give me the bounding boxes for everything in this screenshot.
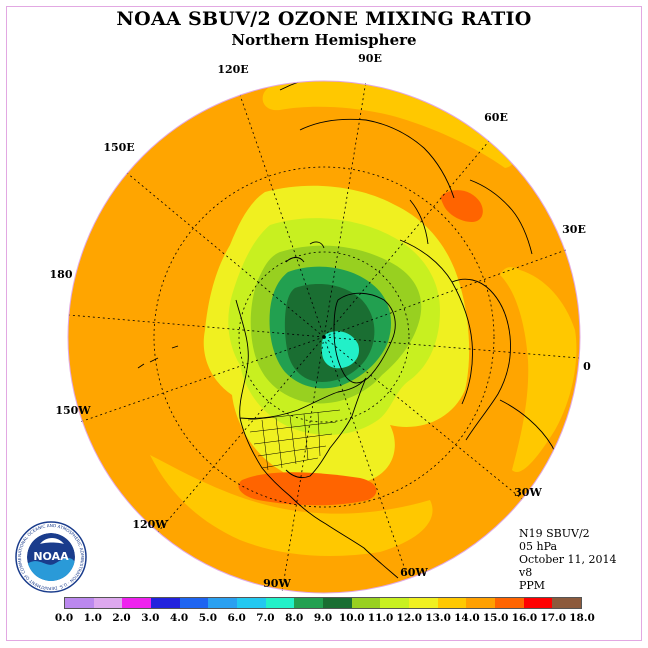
coast-greenland [333,292,396,384]
colorbar-cell-15 [495,598,524,608]
colorbar-tick-label: 8.0 [285,612,304,624]
colorbar-cell-10 [351,598,381,608]
colorbar-tick-label: 18.0 [569,612,595,624]
colorbar-tick-label: 14.0 [454,612,480,624]
lon-label-0: 0 [583,360,591,373]
lon-label-30w: 30W [514,486,542,499]
colorbar-cell-7 [265,598,295,608]
contour-16-asia [440,190,483,222]
colorbar-cell-4 [179,598,209,608]
us-grid [247,409,341,471]
map-title: NOAA SBUV/2 OZONE MIXING RATIO [116,8,532,30]
info-level: 05 hPa [519,540,558,553]
colorbar-cell-6 [237,598,266,608]
meridian-90e [323,80,367,338]
coastlines [137,81,564,579]
colorbar-cell-16 [523,598,553,608]
contour-14-top [262,81,514,168]
colorbar-cell-14 [466,598,496,608]
colorbar-ticks: 0.0 1.0 2.0 3.0 4.0 5.0 6.0 7.0 8.0 9.0 10.0 11.0 12… [55,612,595,626]
lon-label-150e: 150E [103,141,134,154]
lon-label-120e: 120E [217,63,248,76]
info-units: PPM [519,579,546,592]
meridian-90w [281,336,325,593]
lon-label-90w: 90W [263,577,291,590]
lon-label-30e: 30E [562,223,586,236]
map-subtitle: Northern Hemisphere [231,31,417,49]
colorbar-cell-3 [151,598,180,608]
colorbar-tick-label: 15.0 [482,612,509,624]
info-satellite: N19 SBUV/2 [519,527,590,540]
lon-label-90e: 90E [358,52,382,65]
colorbar-cell-13 [437,598,467,608]
colorbar-tick-label: 4.0 [169,612,189,624]
lon-label-60w: 60W [400,566,428,579]
colorbar-cell-17 [552,598,582,608]
contour-7 [321,331,360,369]
colorbar-tick-label: 7.0 [256,612,275,624]
colorbar-cell-1 [93,598,123,608]
colorbar [64,597,582,609]
map-boundary [67,80,581,594]
coast-islands [137,241,325,369]
lon-label-120w: 120W [132,518,168,531]
colorbar-cell-9 [323,598,352,608]
contour-14-bottom [150,455,433,556]
colorbar-cell-8 [294,598,324,608]
colorbar-cell-11 [380,598,410,608]
colorbar-tick-label: 10.0 [338,612,365,624]
colorbar-tick-label: 6.0 [227,612,246,624]
colorbar-cell-0 [65,598,94,608]
colorbar-tick-label: 0.0 [54,612,74,624]
noaa-logo: NATIONAL OCEANIC AND ATMOSPHERIC ADMINIS… [14,520,87,593]
colorbar-tick-label: 17.0 [540,612,567,624]
logo-emblem [27,533,75,581]
colorbar-tick-label: 12.0 [396,612,423,624]
colorbar-tick-label: 2.0 [112,612,131,624]
lon-label-150w: 150W [55,404,91,417]
colorbar-tick-label: 1.0 [83,612,102,624]
contour-14-right [500,267,577,473]
lon-label-60e: 60E [484,111,508,124]
info-version: v8 [519,566,533,579]
colorbar-tick-label: 5.0 [198,612,218,624]
colorbar-cell-5 [208,598,238,608]
lon-label-180: 180 [50,268,73,281]
coast-north-america [235,299,399,579]
colorbar-tick-label: 16.0 [511,612,538,624]
colorbar-cell-2 [122,598,152,608]
latitude-circle-30 [153,166,495,508]
coast-eurasia [279,81,533,441]
colorbar-tick-label: 9.0 [313,612,333,624]
latitude-circle-60 [238,251,410,423]
colorbar-tick-label: 11.0 [367,612,394,624]
colorbar-tick-label: 3.0 [141,612,160,624]
colorbar-tick-label: 13.0 [425,612,451,624]
meridian-150w [79,336,325,423]
colorbar-cell-12 [409,598,438,608]
figure-frame [6,6,642,641]
info-date: October 11, 2014 [519,553,617,566]
graticule [68,80,580,593]
longitude-labels: 90E 60E 30E 0 30W 60W 90W 120W 150W 180 … [50,52,592,590]
logo-wordmark: NOAA [33,550,69,563]
